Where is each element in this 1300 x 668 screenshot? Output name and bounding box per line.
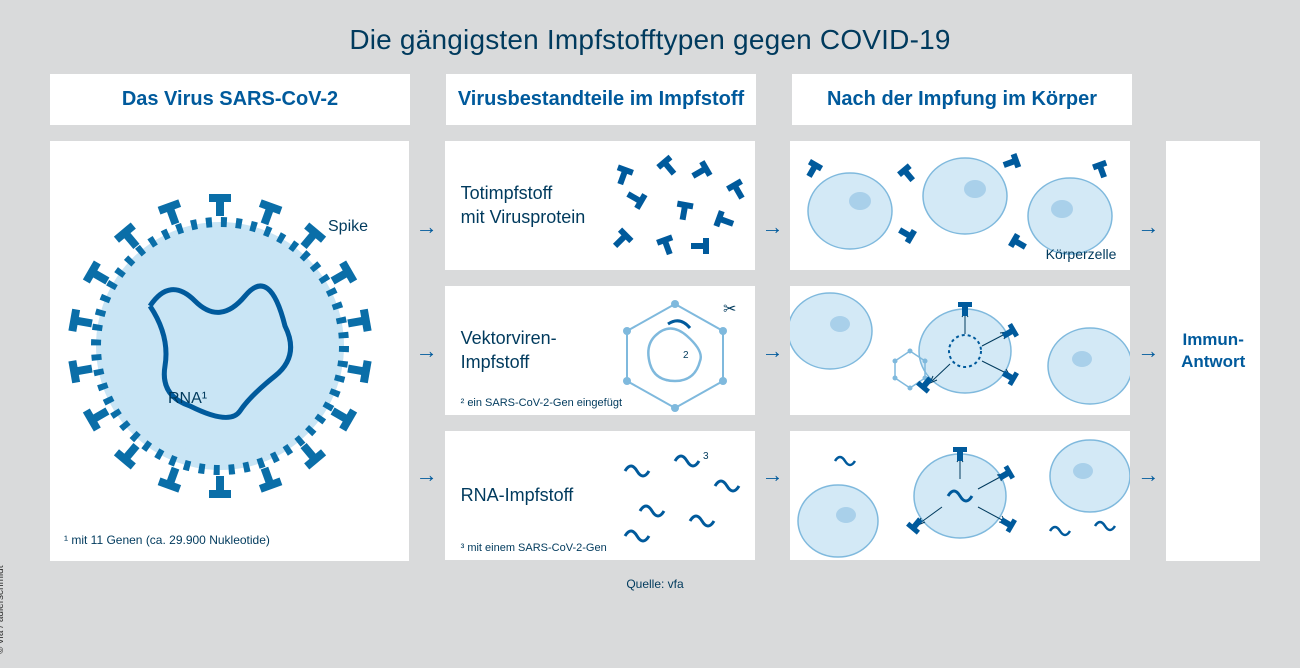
immun-antwort-panel: Immun- Antwort	[1166, 141, 1260, 561]
arrow-icon: →	[1137, 462, 1159, 488]
col-header-3: Nach der Impfung im Körper	[792, 74, 1132, 125]
body-response-column: Körperzelle	[790, 141, 1130, 561]
arrow-icon: →	[416, 214, 438, 240]
rna-strands-icon: 3	[595, 431, 755, 560]
panel-body-tot: Körperzelle	[790, 141, 1130, 270]
source-label: Quelle: vfa	[50, 577, 1260, 591]
rna-label: RNA¹	[168, 390, 207, 407]
arrow-col-2: → → →	[755, 141, 791, 561]
arrow-icon: →	[416, 338, 438, 364]
arrow-icon: →	[1137, 214, 1159, 240]
svg-text:✂: ✂	[723, 301, 736, 318]
content-row: Spike RNA¹ ¹ mit 11 Genen (ca. 29.900 Nu…	[50, 141, 1260, 561]
panel-body-vektor	[790, 286, 1130, 415]
arrow-col-3: → → →	[1130, 141, 1166, 561]
panel-rna: RNA-Impfstoff ³ mit einem SARS-CoV-2-Gen…	[445, 431, 755, 560]
panel-label: Vektorviren- Impfstoff	[445, 327, 557, 374]
panel-totimpfstoff: Totimpfstoff mit Virusprotein	[445, 141, 755, 270]
col-header-1: Das Virus SARS-CoV-2	[50, 74, 410, 125]
spike-label: Spike	[328, 218, 368, 235]
arrow-icon: →	[1137, 338, 1159, 364]
body-cells-vector-icon	[790, 286, 1130, 415]
virus-panel: Spike RNA¹ ¹ mit 11 Genen (ca. 29.900 Nu…	[50, 141, 409, 561]
arrow-col-1: → → →	[409, 141, 445, 561]
panel-vektorviren: Vektorviren- Impfstoff ² ein SARS-CoV-2-…	[445, 286, 755, 415]
header-row: Das Virus SARS-CoV-2 Virusbestandteile i…	[50, 74, 1260, 125]
page-title: Die gängigsten Impfstofftypen gegen COVI…	[0, 0, 1300, 74]
spike-proteins-icon	[595, 141, 755, 270]
col-header-2: Virusbestandteile im Impfstoff	[446, 74, 756, 125]
svg-text:2: 2	[683, 350, 689, 361]
koerperzelle-label: Körperzelle	[1046, 246, 1117, 262]
panel-footnote: ³ mit einem SARS-CoV-2-Gen	[461, 542, 607, 554]
infographic-grid: Das Virus SARS-CoV-2 Virusbestandteile i…	[50, 74, 1260, 591]
body-cells-rna-icon	[790, 431, 1130, 560]
arrow-icon: →	[762, 214, 784, 240]
panel-label: Totimpfstoff mit Virusprotein	[445, 182, 586, 229]
svg-text:3: 3	[703, 451, 709, 462]
virus-illustration: Spike RNA¹	[50, 141, 410, 561]
arrow-icon: →	[762, 338, 784, 364]
panel-body-rna	[790, 431, 1130, 560]
immun-antwort-label: Immun- Antwort	[1181, 329, 1245, 373]
vaccine-components-column: Totimpfstoff mit Virusprotein	[445, 141, 755, 561]
arrow-icon: →	[416, 462, 438, 488]
arrow-icon: →	[762, 462, 784, 488]
virus-footnote: ¹ mit 11 Genen (ca. 29.900 Nukleotide)	[64, 533, 270, 547]
copyright-label: © vfa / adlerschmidt	[0, 565, 6, 654]
vector-virus-icon: ✂ 2	[595, 286, 755, 415]
panel-label: RNA-Impfstoff	[445, 484, 574, 507]
